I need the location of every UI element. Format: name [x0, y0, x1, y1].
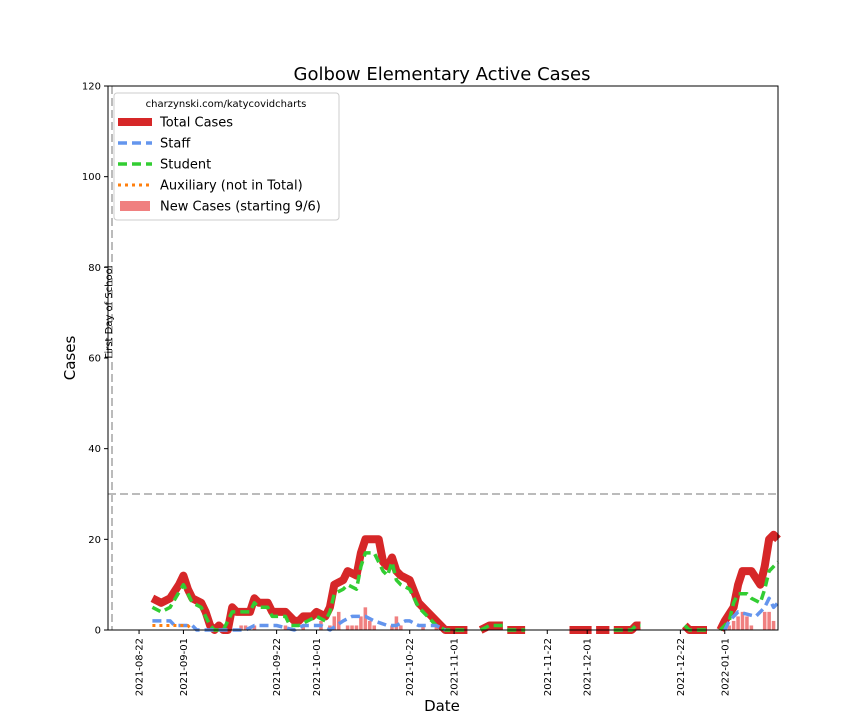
- series-line-student: [151, 551, 468, 632]
- x-axis-label: Date: [424, 697, 460, 715]
- new-cases-bar: [727, 625, 731, 630]
- new-cases-bar: [239, 625, 243, 630]
- x-tick-label: 2021-09-22: [272, 638, 283, 696]
- new-cases-bar: [771, 620, 776, 630]
- new-cases-bar: [350, 625, 354, 630]
- new-cases-bar: [283, 625, 288, 630]
- new-cases-bar: [332, 616, 337, 630]
- x-tick-label: 2021-10-01: [312, 638, 323, 696]
- new-cases-bar: [363, 607, 368, 630]
- new-cases-bar: [243, 625, 248, 630]
- new-cases-bar: [354, 625, 359, 630]
- x-tick-label: 2021-10-22: [405, 638, 416, 696]
- new-cases-bar: [390, 625, 394, 630]
- new-cases-bar: [767, 611, 771, 630]
- series-line-total-cases: [150, 535, 468, 634]
- new-cases-bar: [421, 625, 425, 630]
- legend-label: New Cases (starting 9/6): [160, 200, 321, 215]
- new-cases-bar: [368, 620, 372, 630]
- new-cases-bar: [301, 625, 306, 630]
- x-tick-label: 2021-12-01: [583, 638, 594, 696]
- new-cases-bar: [359, 616, 363, 630]
- new-cases-bar: [434, 625, 439, 630]
- x-tick-label: 2021-12-22: [676, 638, 687, 696]
- series-line-staff: [152, 614, 446, 632]
- y-axis-label: Cases: [61, 336, 79, 381]
- legend: charzynski.com/katycovidcharts Total Cas…: [113, 92, 340, 221]
- x-tick-label: 2022-01-01: [720, 638, 731, 696]
- y-tick-label: 40: [88, 444, 101, 455]
- series-line-staff: [723, 596, 780, 631]
- series-line-student: [719, 560, 780, 632]
- axes: 0 20 40 60 80 100 120 2021-08-22 2021-09-01 2021-…: [82, 82, 731, 697]
- y-tick-label: 100: [82, 172, 101, 183]
- legend-label: Auxiliary (not in Total): [160, 179, 303, 194]
- new-cases-bar: [394, 616, 399, 630]
- new-cases-bar: [749, 625, 754, 630]
- y-tick-label: 0: [95, 626, 101, 637]
- x-tick-label: 2021-09-01: [179, 638, 190, 696]
- chart-title: Golbow Elementary Active Cases: [294, 64, 591, 85]
- legend-items: Total Cases Staff Student Auxiliary (not in…: [118, 116, 321, 215]
- y-tick-label: 80: [88, 263, 101, 274]
- new-cases-bar: [740, 611, 745, 630]
- legend-source-text: charzynski.com/katycovidcharts: [146, 99, 307, 110]
- legend-label: Staff: [160, 137, 191, 152]
- x-tick-label: 2021-11-01: [450, 638, 461, 696]
- new-cases-bar: [345, 625, 350, 630]
- new-cases-bar: [762, 611, 767, 630]
- new-cases-bar: [252, 625, 257, 630]
- new-cases-bar: [745, 616, 749, 630]
- y-tick-label: 120: [82, 82, 101, 93]
- y-tick-label: 20: [88, 535, 101, 546]
- new-cases-bar: [731, 620, 736, 630]
- legend-label: Total Cases: [159, 116, 233, 131]
- first-day-label: First Day of School: [104, 265, 115, 358]
- new-cases-bar: [336, 611, 341, 630]
- new-cases-bar: [372, 625, 376, 630]
- legend-swatch: [120, 201, 150, 211]
- series-line-student: [479, 623, 503, 632]
- legend-box: [113, 92, 340, 221]
- x-tick-label: 2021-08-22: [135, 638, 146, 696]
- new-cases-bar: [399, 625, 403, 630]
- series-line-auxiliary-not-in-total: [152, 624, 194, 632]
- legend-label: Student: [160, 158, 211, 173]
- new-cases-bar: [328, 625, 332, 630]
- new-cases-bar: [736, 616, 740, 630]
- y-tick-label: 60: [88, 354, 101, 365]
- x-tick-label: 2021-11-22: [543, 638, 554, 696]
